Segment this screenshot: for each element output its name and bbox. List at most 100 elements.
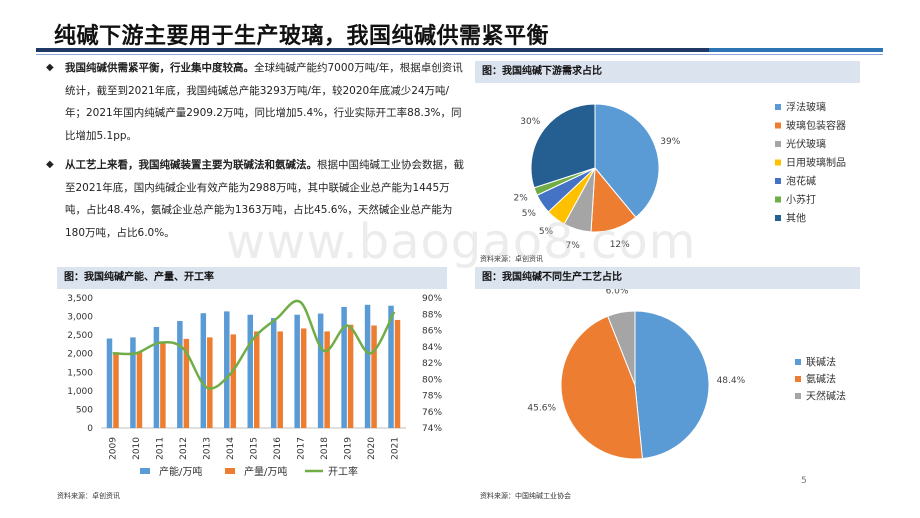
pie-chart-downstream-demand: 39% 12% 7% 5%5% 2% 30% 浮法玻璃玻璃包装容器光伏玻璃日用玻璃制品泡花碱… bbox=[513, 101, 846, 251]
y-right-tick-label: 74% bbox=[422, 424, 442, 434]
y-right-tick-label: 76% bbox=[422, 408, 442, 418]
pie-slice bbox=[594, 103, 660, 219]
y-left-tick-label: 1,500 bbox=[67, 368, 93, 378]
legend-swatch bbox=[140, 468, 150, 474]
diamond-bullet-icon: ◆ bbox=[46, 62, 54, 73]
bar-output bbox=[300, 328, 307, 428]
x-tick-label: 2012 bbox=[179, 437, 189, 460]
bullet-supply-demand: ◆ 我国纯碱供需紧平衡，行业集中度较高。全球纯碱产能约7000万吨/年，根据卓创… bbox=[46, 57, 464, 147]
bar-capacity bbox=[364, 304, 371, 428]
legend-swatch bbox=[795, 376, 801, 382]
legend-label: 浮法玻璃 bbox=[786, 101, 826, 114]
x-tick-label: 2014 bbox=[226, 437, 236, 460]
bullet-body: 根据中国纯碱工业协会数据，截至2021年底，国内纯碱企业有效产能为2988万吨，… bbox=[65, 159, 464, 239]
legend-swatch bbox=[775, 122, 781, 129]
y-left-tick-label: 0 bbox=[87, 424, 93, 434]
legend-label: 开工率 bbox=[328, 465, 358, 478]
y-right-tick-label: 90% bbox=[422, 294, 442, 304]
legend-swatch bbox=[775, 159, 781, 166]
bar-output bbox=[347, 324, 354, 428]
bar-output bbox=[324, 331, 330, 428]
pie-slice bbox=[607, 310, 636, 386]
slice-value-label: 30% bbox=[520, 117, 540, 127]
y-left-tick-label: 2,000 bbox=[67, 350, 93, 360]
legend-swatch bbox=[775, 141, 781, 147]
legend-swatch bbox=[775, 104, 781, 110]
x-tick-label: 2010 bbox=[132, 437, 142, 460]
y-left-tick-label: 3,000 bbox=[67, 313, 93, 323]
y-right-tick-label: 84% bbox=[422, 343, 442, 353]
bar-capacity bbox=[317, 313, 324, 428]
bar-capacity bbox=[294, 314, 300, 428]
legend-label: 泡花碱 bbox=[786, 175, 816, 188]
bar-capacity bbox=[247, 314, 253, 428]
bar-output bbox=[136, 351, 143, 428]
bar-output bbox=[183, 338, 190, 428]
pie-slice bbox=[530, 103, 596, 189]
slice-value-label: 5% bbox=[539, 227, 554, 237]
bar-output bbox=[160, 342, 166, 428]
legend-swatch bbox=[775, 178, 781, 184]
x-tick-label: 2016 bbox=[273, 437, 283, 460]
slice-value-label: 12% bbox=[610, 240, 630, 250]
y-left-tick-label: 500 bbox=[76, 405, 93, 415]
bullet-heading: 我国纯碱供需紧平衡，行业集中度较高。 bbox=[65, 62, 254, 74]
legend-label: 玻璃包装容器 bbox=[786, 119, 846, 132]
x-tick-label: 2017 bbox=[296, 437, 306, 460]
pie2-title: 图：我国纯碱不同生产工艺占比 bbox=[475, 267, 860, 289]
bullet-heading: 从工艺上来看，我国纯碱装置主要为联碱法和氨碱法。 bbox=[65, 159, 317, 171]
x-tick-label: 2011 bbox=[156, 437, 166, 460]
combo-title: 图：我国纯碱产能、产量、开工率 bbox=[57, 267, 447, 289]
legend-swatch bbox=[795, 359, 801, 365]
bar-capacity bbox=[341, 306, 347, 428]
legend-swatch bbox=[775, 215, 781, 221]
bar-output bbox=[277, 331, 283, 428]
legend-label: 小苏打 bbox=[786, 193, 816, 206]
legend-label: 产量/万吨 bbox=[244, 465, 287, 478]
bar-capacity bbox=[153, 326, 160, 428]
legend-label: 光伏玻璃 bbox=[786, 138, 826, 151]
x-tick-label: 2018 bbox=[320, 437, 330, 460]
y-right-tick-label: 88% bbox=[422, 310, 442, 320]
x-tick-label: 2009 bbox=[109, 437, 119, 460]
page-number: 5 bbox=[801, 476, 807, 486]
bar-output bbox=[230, 334, 237, 428]
y-right-tick-label: 80% bbox=[422, 375, 442, 385]
pie1-title: 图：我国纯碱下游需求占比 bbox=[475, 61, 860, 83]
bar-capacity bbox=[177, 321, 183, 428]
slice-value-label: 45.6% bbox=[527, 404, 556, 414]
x-tick-label: 2015 bbox=[250, 437, 260, 460]
title-underline-thin bbox=[36, 54, 883, 55]
bar-output bbox=[254, 331, 260, 428]
y-right-tick-label: 78% bbox=[422, 392, 442, 402]
x-tick-label: 2021 bbox=[390, 437, 400, 460]
legend-label: 天然碱法 bbox=[806, 390, 846, 403]
bar-capacity bbox=[200, 313, 207, 428]
page-title: 纯碱下游主要用于生产玻璃，我国纯碱供需紧平衡 bbox=[54, 24, 550, 49]
y-left-tick-label: 3,500 bbox=[67, 294, 93, 304]
bar-output bbox=[371, 325, 377, 428]
bar-capacity bbox=[224, 311, 230, 428]
pie-slice bbox=[560, 315, 643, 460]
slice-value-label: 48.4% bbox=[717, 376, 746, 386]
bar-capacity bbox=[270, 318, 277, 428]
legend-label: 氨碱法 bbox=[806, 373, 836, 386]
slice-value-label: 7% bbox=[566, 241, 581, 251]
y-right-tick-label: 86% bbox=[422, 327, 442, 337]
watermark: www.baogao8.com bbox=[226, 214, 697, 270]
y-left-tick-label: 1,000 bbox=[67, 387, 93, 397]
title-underline-accent bbox=[709, 48, 883, 52]
y-right-tick-label: 82% bbox=[422, 359, 442, 369]
legend-label: 产能/万吨 bbox=[159, 465, 202, 478]
diamond-bullet-icon: ◆ bbox=[46, 159, 54, 170]
combo-source: 资料来源：卓创资讯 bbox=[57, 492, 120, 500]
x-tick-label: 2020 bbox=[367, 437, 377, 460]
legend-label: 日用玻璃制品 bbox=[786, 156, 846, 169]
bar-output bbox=[113, 352, 119, 428]
x-tick-label: 2019 bbox=[343, 437, 353, 460]
bar-output bbox=[394, 319, 401, 428]
bar-capacity bbox=[130, 337, 136, 428]
bar-output bbox=[207, 337, 213, 428]
x-tick-label: 2013 bbox=[203, 437, 213, 460]
title-underline-dark bbox=[36, 48, 709, 52]
